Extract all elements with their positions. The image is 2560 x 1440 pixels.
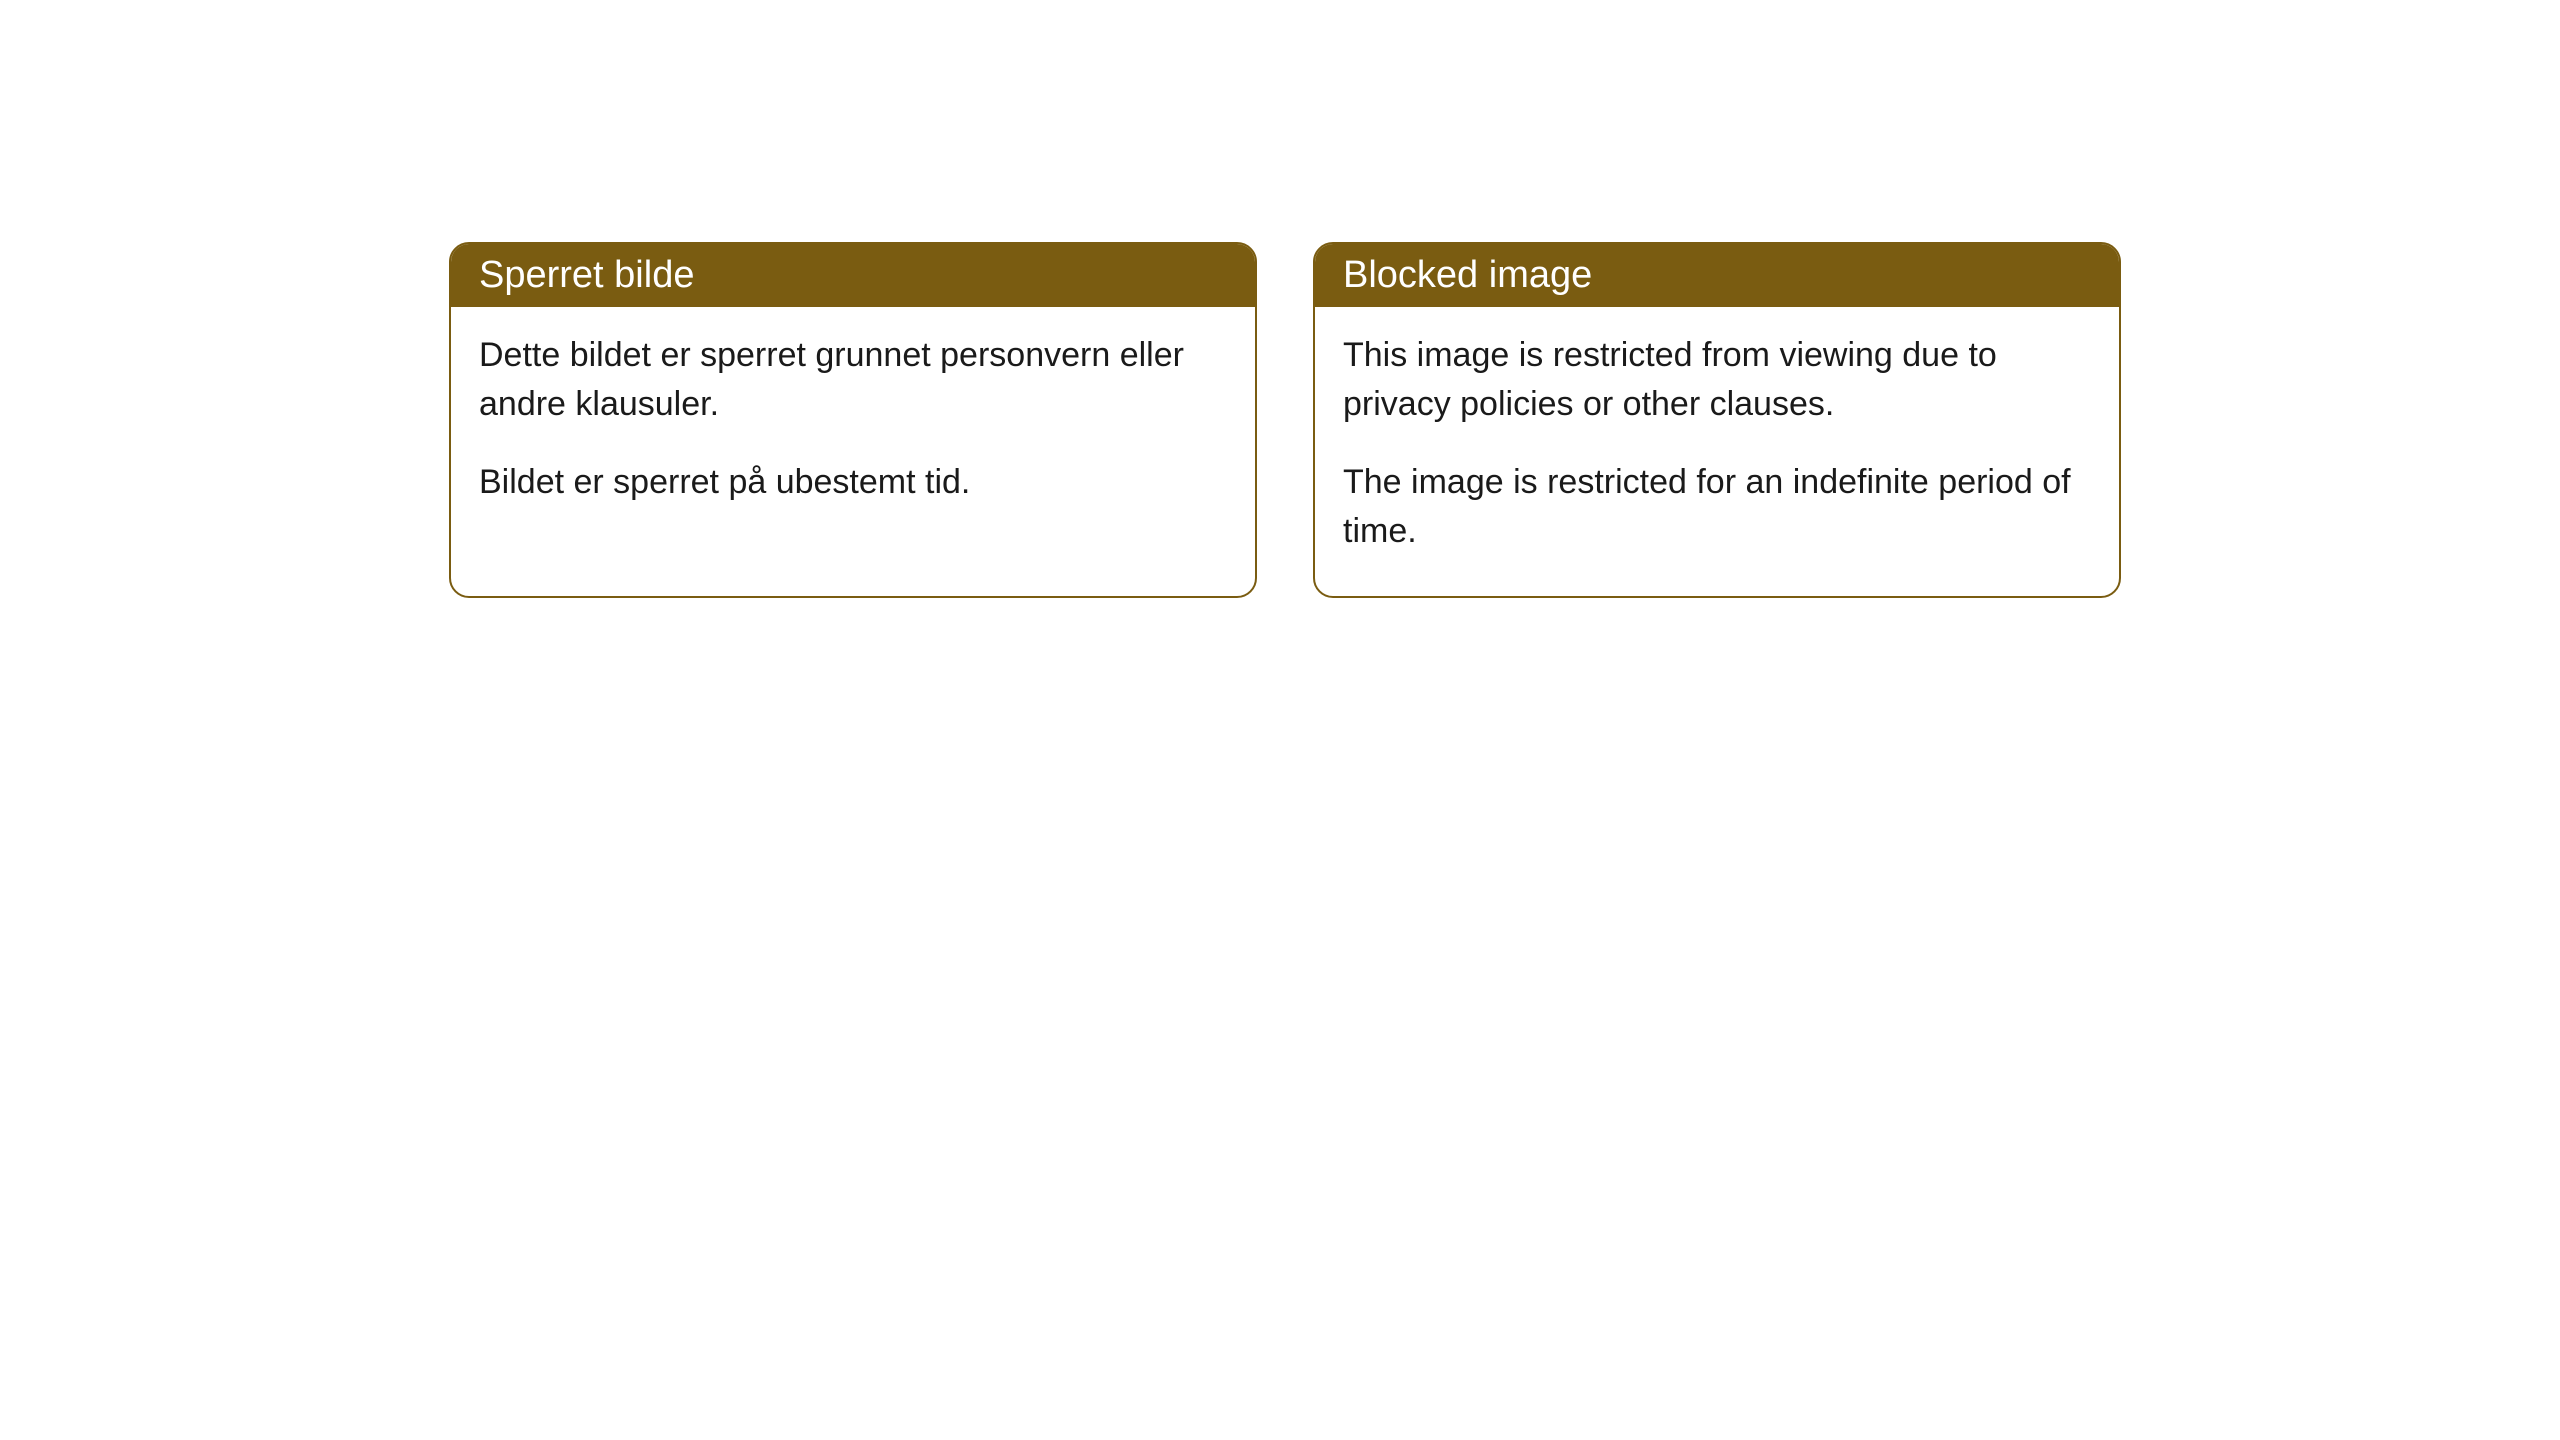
card-paragraph: Dette bildet er sperret grunnet personve… [479,331,1227,430]
card-header: Sperret bilde [451,244,1255,307]
card-body: Dette bildet er sperret grunnet personve… [451,307,1255,547]
card-title: Blocked image [1343,254,1592,296]
cards-container: Sperret bilde Dette bildet er sperret gr… [0,0,2560,598]
card-paragraph: Bildet er sperret på ubestemt tid. [479,458,1227,507]
card-body: This image is restricted from viewing du… [1315,307,2119,596]
card-paragraph: This image is restricted from viewing du… [1343,331,2091,430]
card-paragraph: The image is restricted for an indefinit… [1343,458,2091,557]
blocked-image-card-norwegian: Sperret bilde Dette bildet er sperret gr… [449,242,1257,598]
blocked-image-card-english: Blocked image This image is restricted f… [1313,242,2121,598]
card-title: Sperret bilde [479,254,694,296]
card-header: Blocked image [1315,244,2119,307]
